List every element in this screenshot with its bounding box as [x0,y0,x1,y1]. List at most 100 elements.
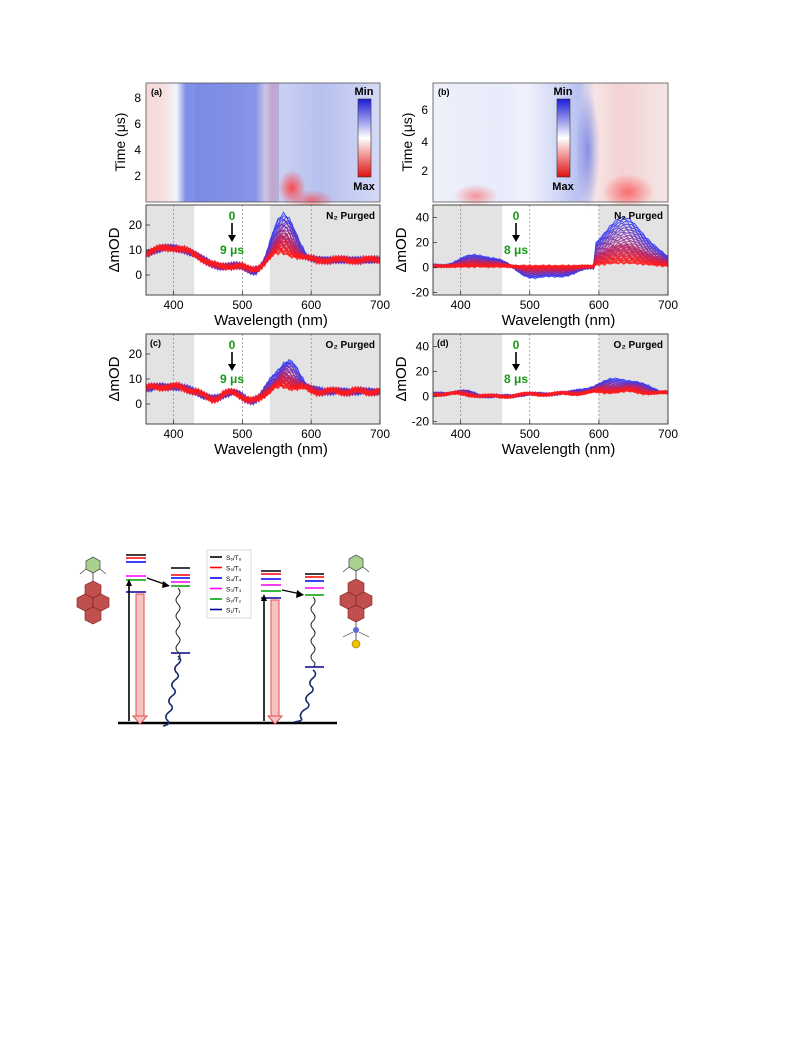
y-axis-label: ΔmOD [393,227,410,272]
colorbar-b-min: Min [554,86,573,98]
purge-legend: O₂ Purged [614,340,663,351]
panel-label: (d) [437,338,449,348]
x-tick-label: 400 [164,427,184,441]
y-axis-label: ΔmOD [106,356,123,401]
x-tick-label: 600 [589,427,609,441]
time-start-label: 0 [513,338,520,352]
shaded-region [433,334,503,424]
colorbar-b [556,98,571,178]
y-tick-label: 20 [129,347,143,361]
right-absorption-arrowhead [261,594,267,601]
heatmap-a-ytick: 6 [134,117,141,131]
heatmap-a-ytick: 8 [134,91,141,105]
spectra-curves [146,211,380,277]
x-tick-label: 700 [370,298,390,312]
x-axis-label: Wavelength (nm) [502,312,616,329]
heatmap-a-ytick: 4 [134,143,141,157]
heatmap-b-blue-band [576,90,600,210]
x-tick-label: 700 [658,298,678,312]
purge-legend: N₂ Purged [614,211,663,222]
x-tick-label: 500 [232,298,252,312]
heatmap-b-yticks: 2 4 6 [421,103,428,178]
molecule-right-icon [339,554,373,649]
left-fluorescence-arrow [135,593,145,719]
panel-label: (c) [150,338,161,348]
level-legend: S₆/T₆ S₅/T₅ S₄/T₄ S₃/T₃ S₂/T₂ S₁/T₁ [206,549,252,619]
y-axis-label: ΔmOD [106,227,123,272]
energy-diagram: S₆/T₆ S₅/T₅ S₄/T₄ S₃/T₃ S₂/T₂ S₁/T₁ [76,549,373,727]
left-ic-wavy [175,587,181,661]
right-phosphorescence-wavy [293,669,317,723]
heatmap-b-red-blob-right [602,174,654,210]
purge-legend: N₂ Purged [326,211,375,222]
left-fluorescence-arrowhead [131,715,149,725]
heatmap-b-ylabel: Time (μs) [399,113,415,172]
x-tick-label: 400 [451,298,471,312]
right-singlet-levels [261,570,281,599]
legend-entry-label: S₂/T₂ [226,597,242,604]
spectrum-curve [433,388,668,400]
heatmap-b-red-blob-left [454,184,498,208]
heatmap-a-field [146,83,380,202]
y-tick-label: -20 [412,415,430,429]
left-absorption-arrowhead [126,579,132,586]
x-tick-label: 500 [520,298,540,312]
spectra-b: -20 0 20 40 400 500 600 700 Wavelength (nm) ΔmOD N… [393,204,678,329]
heatmap-a-frame [145,82,381,203]
time-end-label: 9 μs [220,372,244,386]
colorbar-a-max: Max [353,181,375,193]
time-end-label: 8 μs [504,243,528,257]
y-tick-label: 40 [416,211,430,225]
spectra-a: 0 10 20 400 500 600 700 Wavelength (nm) ΔmOD N₂ P… [106,204,390,329]
axes-frame [432,333,669,425]
legend-entry-label: S₄/T₄ [226,576,242,583]
spectra-c: 0 10 20 400 500 600 700 Wavelength (nm) ΔmOD O₂ P… [106,333,390,458]
x-tick-label: 500 [232,427,252,441]
x-tick-label: 600 [301,298,321,312]
y-tick-label: 20 [416,236,430,250]
colorbar-a-min: Min [355,86,374,98]
right-triplet-levels [305,573,324,668]
time-arrowhead [512,235,520,242]
time-arrowhead [228,235,236,242]
heatmap-a-ytick: 2 [134,169,141,183]
molecule-left-icon [76,556,110,625]
y-tick-label: -20 [412,286,430,300]
y-tick-label: 0 [135,268,142,282]
heatmap-b: (b) Min Max 2 4 6 Time (μs) [399,82,669,210]
y-tick-label: 40 [416,340,430,354]
x-axis-label: Wavelength (nm) [214,312,328,329]
left-triplet-levels [171,567,190,654]
left-phosphorescence-wavy [162,655,182,727]
right-fluorescence-arrow [270,599,280,719]
spectrum-curve [433,260,668,269]
x-tick-label: 600 [589,298,609,312]
shaded-region [433,205,503,295]
x-tick-label: 400 [164,298,184,312]
y-tick-label: 20 [129,218,143,232]
x-axis-label: Wavelength (nm) [502,441,616,458]
colorbar-a [357,98,372,178]
time-start-label: 0 [513,209,520,223]
spectra-curves [433,377,668,400]
axes-frame [432,204,669,296]
x-tick-label: 500 [520,427,540,441]
legend-entry-label: S₆/T₆ [226,555,242,562]
heatmap-b-ytick: 6 [421,103,428,117]
shaded-region [146,334,195,424]
y-tick-label: 0 [422,390,429,404]
time-start-label: 0 [229,209,236,223]
x-axis-label: Wavelength (nm) [214,441,328,458]
legend-entry-label: S₃/T₃ [226,587,242,594]
heatmap-b-label: (b) [438,87,450,97]
time-start-label: 0 [229,338,236,352]
spectrum-curve [146,244,380,274]
heatmap-a-blue-band [195,83,279,202]
heatmap-b-frame [432,82,669,203]
y-tick-label: 0 [422,261,429,275]
heatmap-b-ytick: 2 [421,164,428,178]
heatmap-a-yticks: 2 4 6 8 [134,91,141,183]
left-isc-arrowhead [162,581,170,588]
time-arrowhead [228,364,236,371]
